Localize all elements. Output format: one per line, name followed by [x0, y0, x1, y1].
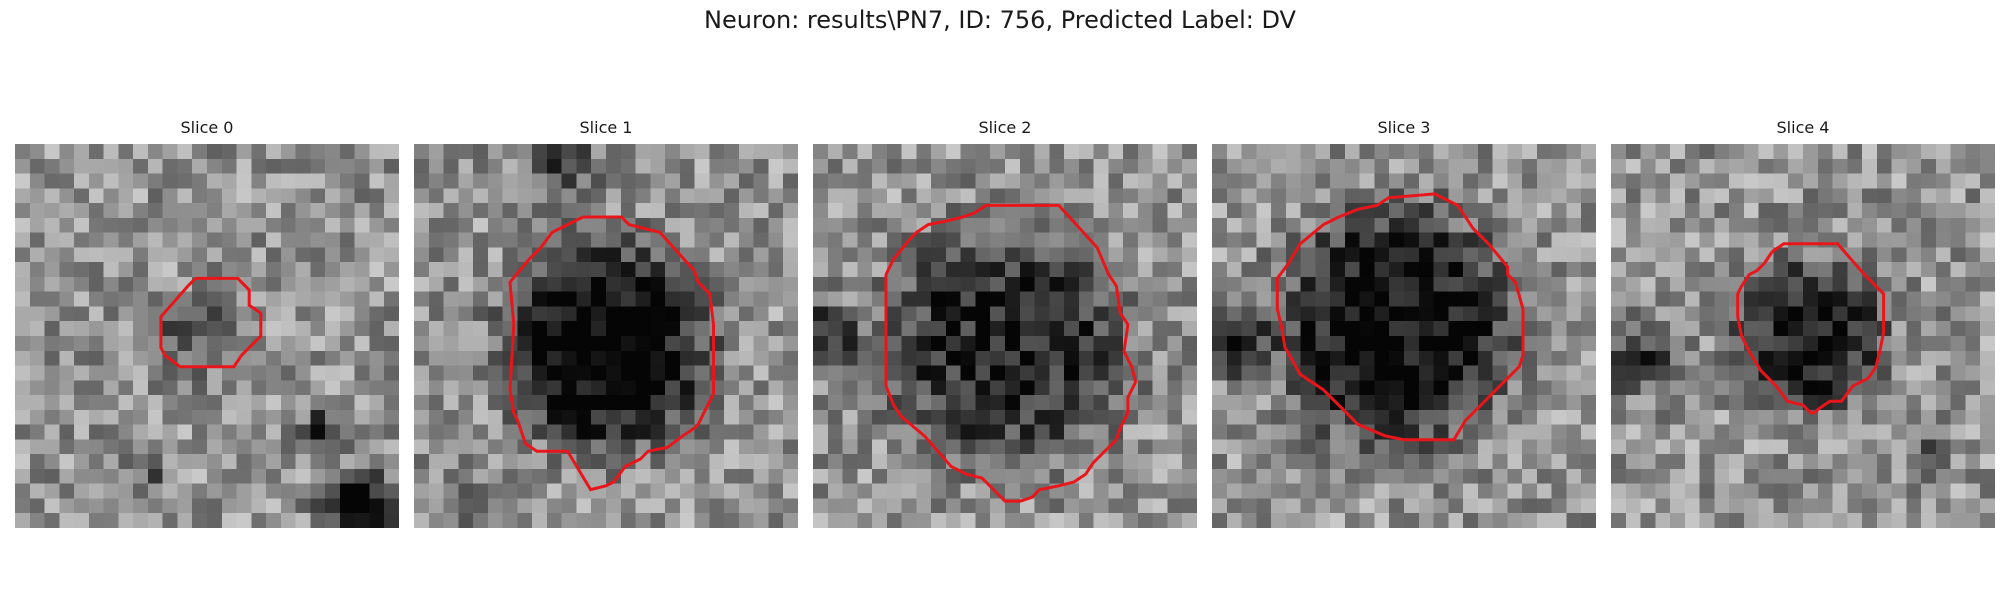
slice-title: Slice 4 — [1776, 118, 1830, 137]
slice-title: Slice 1 — [579, 118, 633, 137]
slice-title: Slice 2 — [978, 118, 1032, 137]
slice-image — [813, 144, 1197, 528]
slice-panel-1: Slice 1 — [414, 117, 798, 528]
figure-title: Neuron: results\PN7, ID: 756, Predicted … — [704, 6, 1296, 34]
slice-image — [1212, 144, 1596, 528]
slice-image — [15, 144, 399, 528]
slice-panel-4: Slice 4 — [1611, 117, 1995, 528]
slice-image — [414, 144, 798, 528]
slice-panel-3: Slice 3 — [1212, 117, 1596, 528]
slice-title: Slice 0 — [180, 118, 234, 137]
slice-image — [1611, 144, 1995, 528]
slice-panel-0: Slice 0 — [15, 117, 399, 528]
slice-panel-2: Slice 2 — [813, 117, 1197, 528]
slice-title: Slice 3 — [1377, 118, 1431, 137]
